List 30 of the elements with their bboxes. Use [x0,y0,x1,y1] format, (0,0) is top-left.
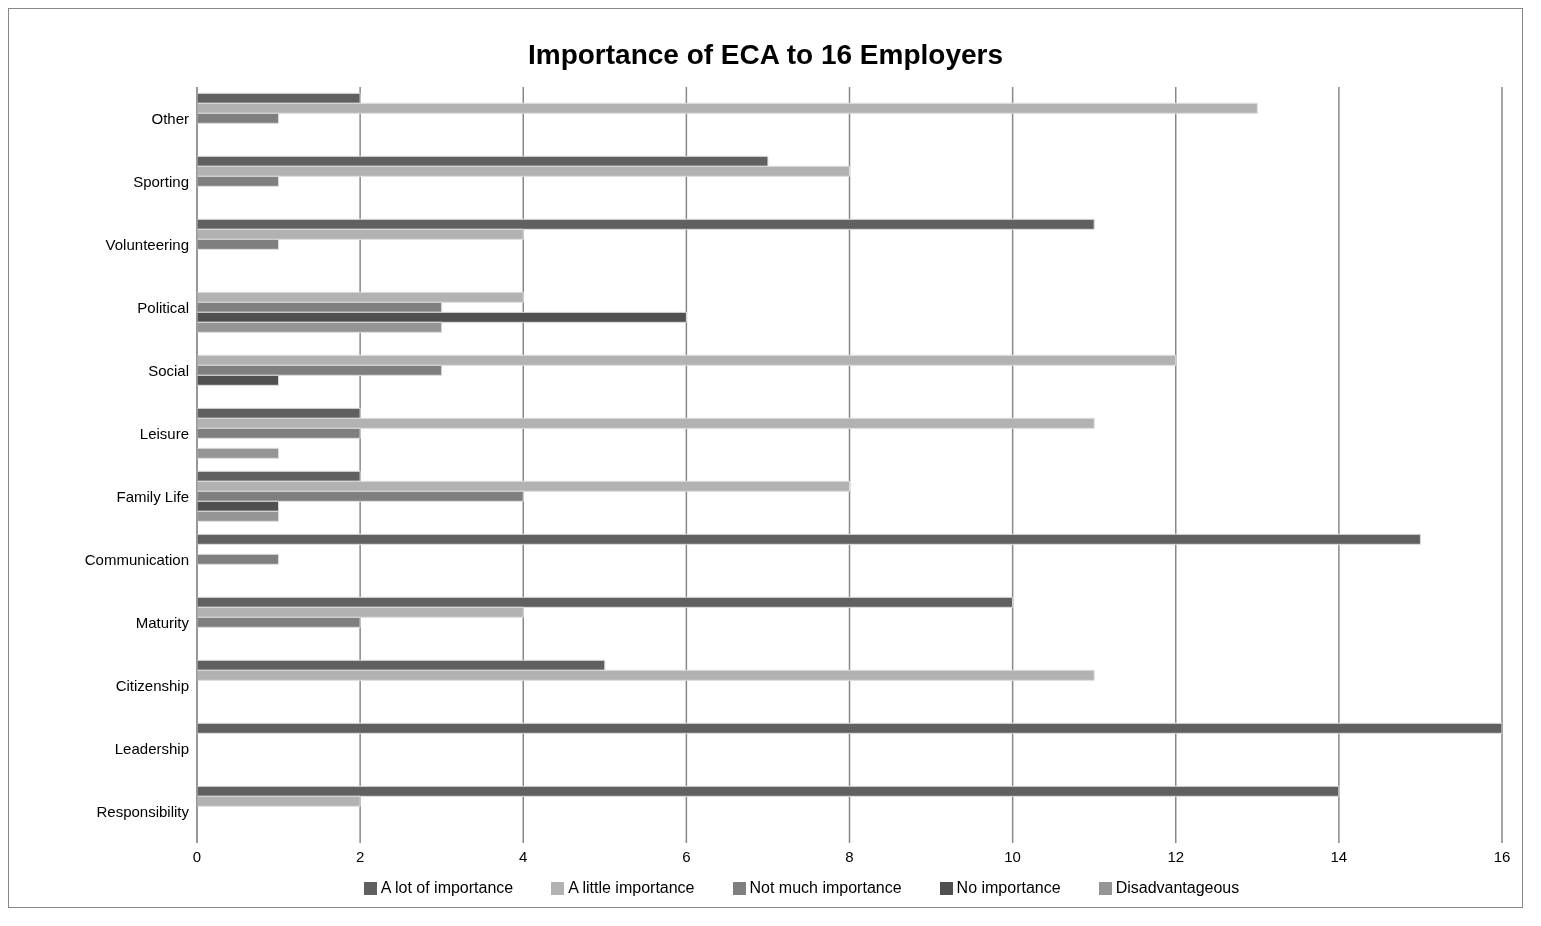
y-tick-label: Leadership [114,739,189,757]
bar [197,533,1421,545]
y-tick-label: Maturity [135,613,190,631]
x-tick-label: 16 [1493,847,1511,865]
y-tick-label: Leisure [139,424,189,442]
y-tick-label: Social [148,361,189,379]
legend-label: Disadvantageous [1115,879,1240,896]
x-tick-label: 12 [1167,847,1185,865]
y-tick-label: Volunteering [105,235,189,253]
legend-label: A little importance [568,879,695,896]
x-tick-label: 6 [682,847,691,865]
y-tick-label: Family Life [116,487,189,505]
x-tick-label: 4 [519,847,528,865]
y-tick-label: Sporting [133,172,189,190]
bar [197,447,280,459]
legend-label: No importance [956,879,1061,896]
y-tick-label: Other [151,109,189,127]
x-tick-label: 2 [355,847,365,865]
legend-label: Not much importance [749,879,902,896]
x-tick-label: 14 [1330,847,1348,865]
y-tick-label: Political [137,298,189,316]
x-tick-label: 0 [192,847,202,865]
bar [197,722,1502,734]
x-tick-label: 10 [1004,847,1021,865]
x-tick-label: 8 [845,847,854,865]
y-tick-label: Citizenship [115,676,189,694]
y-tick-label: Communication [84,550,189,568]
y-tick-label: Responsibility [96,802,190,820]
legend-label: A lot of importance [380,879,514,896]
chart-title: Importance of ECA to 16 Employers [526,38,1005,72]
